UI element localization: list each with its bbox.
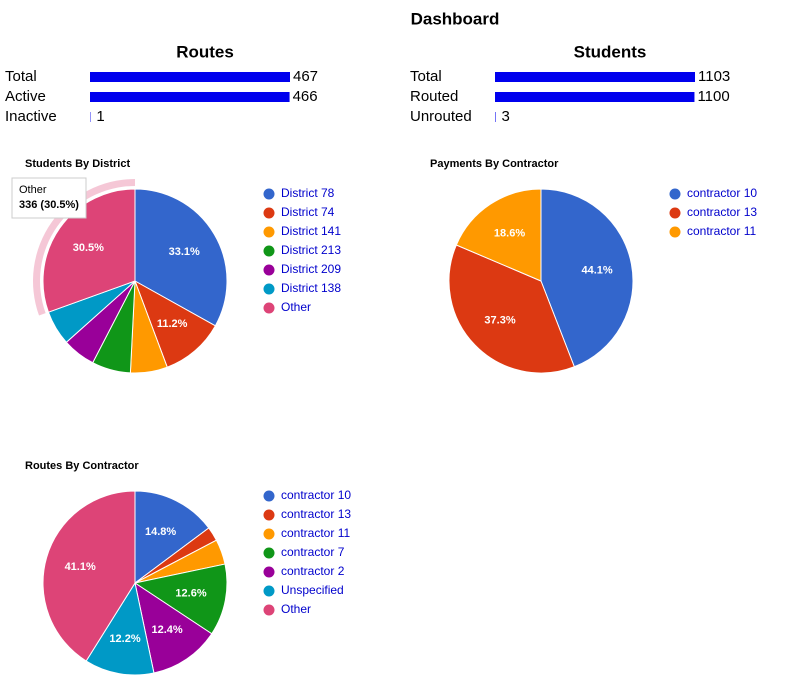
slice-label: 44.1%	[581, 264, 612, 276]
pie-slice	[133, 563, 228, 635]
legend-label: contractor 11	[281, 526, 350, 540]
legend-swatch	[263, 547, 275, 559]
pie-slice	[455, 188, 542, 282]
pie-slice	[42, 490, 136, 662]
stat-bar	[495, 112, 496, 122]
slice-label: 41.1%	[65, 561, 96, 573]
stat-value: 467	[293, 68, 318, 85]
stats-title: Routes	[176, 42, 234, 61]
slice-label: 12.4%	[151, 624, 182, 636]
legend-swatch	[669, 226, 681, 238]
slice-label: 12.6%	[175, 588, 206, 600]
legend-swatch	[669, 188, 681, 200]
chart-title: Students By District	[25, 158, 130, 170]
slice-label: 37.3%	[484, 315, 515, 327]
stat-bar	[90, 92, 290, 102]
legend-label: contractor 10	[281, 488, 351, 502]
legend-label: contractor 10	[687, 186, 757, 200]
tooltip-text: 336 (30.5%)	[19, 199, 79, 211]
legend-label: contractor 2	[281, 564, 345, 578]
legend-label: contractor 13	[281, 507, 351, 521]
legend-swatch	[263, 302, 275, 314]
legend-swatch	[669, 207, 681, 219]
stat-label: Active	[5, 88, 46, 105]
legend-label: contractor 13	[687, 205, 757, 219]
stat-label: Unrouted	[410, 108, 472, 125]
legend-label: contractor 11	[687, 224, 756, 238]
slice-label: 30.5%	[73, 242, 104, 254]
pie-slice	[540, 188, 634, 368]
stat-value: 1103	[698, 68, 730, 85]
legend-swatch	[263, 264, 275, 276]
legend-label: District 138	[281, 281, 341, 295]
tooltip-box	[11, 177, 87, 219]
legend-swatch	[263, 283, 275, 295]
legend-label: District 209	[281, 262, 341, 276]
pie-slice	[134, 188, 228, 327]
stat-label: Routed	[410, 88, 458, 105]
legend-swatch	[263, 207, 275, 219]
chart-title: Payments By Contractor	[430, 158, 559, 170]
legend-label: Other	[281, 602, 311, 616]
stat-value: 1	[96, 108, 104, 125]
legend-label: District 213	[281, 243, 341, 257]
pie-slice	[448, 244, 575, 374]
legend-swatch	[263, 566, 275, 578]
legend-label: contractor 7	[281, 545, 345, 559]
chart-title: Routes By Contractor	[25, 460, 139, 472]
legend-swatch	[263, 604, 275, 616]
stat-label: Total	[5, 68, 37, 85]
legend-label: District 74	[281, 205, 335, 219]
legend-swatch	[263, 188, 275, 200]
slice-label: 11.2%	[157, 318, 188, 330]
stat-bar	[495, 92, 695, 102]
slice-label: 18.6%	[494, 227, 525, 239]
legend-label: Unspecified	[281, 583, 344, 597]
tooltip-title: Other	[19, 184, 47, 196]
legend-swatch	[263, 528, 275, 540]
stat-value: 3	[502, 108, 510, 125]
stat-label: Total	[410, 68, 442, 85]
legend-swatch	[263, 509, 275, 521]
legend-swatch	[263, 585, 275, 597]
legend-label: District 141	[281, 224, 341, 238]
stat-value: 466	[293, 88, 318, 105]
page-title: Dashboard	[411, 9, 500, 28]
stat-label: Inactive	[5, 108, 57, 125]
pie-slice	[134, 279, 217, 368]
legend-swatch	[263, 245, 275, 257]
legend-label: Other	[281, 300, 311, 314]
stats-title: Students	[574, 42, 647, 61]
slice-label: 12.2%	[109, 633, 140, 645]
legend-label: District 78	[281, 186, 335, 200]
pie-slice	[85, 581, 155, 676]
slice-label: 33.1%	[169, 246, 200, 258]
pie-slice	[134, 581, 213, 674]
slice-label: 14.8%	[145, 526, 176, 538]
stat-bar	[90, 72, 290, 82]
stat-bar	[495, 72, 695, 82]
legend-swatch	[263, 226, 275, 238]
pie-slice	[134, 490, 210, 584]
stat-value: 1100	[697, 88, 729, 105]
pie-slice	[42, 188, 136, 313]
legend-swatch	[263, 490, 275, 502]
